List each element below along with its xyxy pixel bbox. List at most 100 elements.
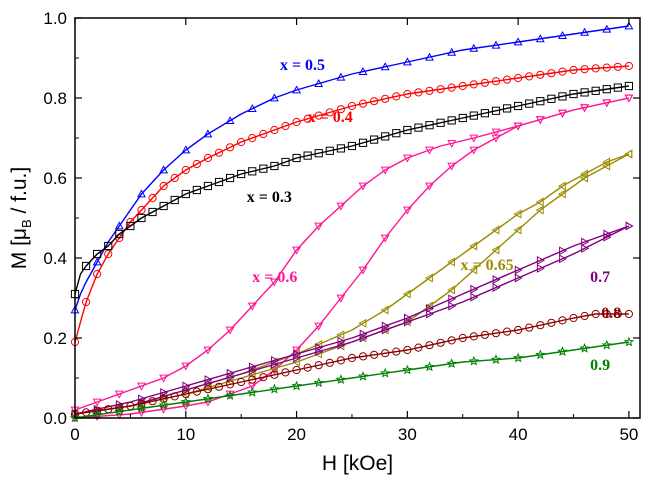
- data-point: [591, 64, 600, 73]
- x-tick-label: 30: [398, 425, 417, 444]
- data-point: [336, 330, 345, 340]
- data-point: [547, 94, 556, 103]
- data-point: [292, 153, 301, 163]
- data-point: [203, 385, 213, 394]
- data-point: [424, 361, 435, 372]
- data-point: [293, 353, 302, 363]
- data-point: [404, 317, 413, 327]
- data-point: [336, 202, 346, 211]
- data-point: [292, 365, 301, 375]
- data-point: [203, 346, 213, 355]
- data-point: [547, 318, 556, 327]
- data-point: [558, 67, 567, 76]
- data-point: [370, 97, 379, 106]
- data-point: [535, 349, 546, 360]
- data-point: [358, 182, 368, 191]
- data-point: [225, 116, 235, 124]
- data-point: [158, 399, 169, 410]
- data-point: [292, 246, 302, 255]
- data-point: [281, 368, 290, 377]
- data-point: [469, 43, 479, 52]
- data-point: [448, 301, 457, 311]
- data-point: [581, 237, 590, 247]
- y-axis-title: M [μB / f.u.]: [8, 167, 34, 269]
- data-point: [491, 225, 500, 235]
- data-point: [581, 243, 590, 253]
- data-point: [381, 132, 390, 141]
- series-line: [74, 225, 630, 415]
- data-point: [603, 232, 612, 242]
- data-point: [447, 336, 456, 345]
- data-point: [381, 325, 390, 335]
- x-tick-label: 0: [70, 425, 79, 444]
- data-point: [358, 352, 368, 361]
- series-line: [74, 65, 629, 343]
- series-label: x = 0.5: [280, 57, 325, 74]
- data-point: [602, 161, 611, 171]
- data-point: [425, 182, 434, 191]
- data-point: [247, 386, 258, 397]
- data-point: [514, 265, 523, 275]
- data-point: [357, 370, 369, 381]
- data-point: [292, 117, 301, 127]
- data-point: [402, 289, 411, 299]
- data-point: [525, 99, 534, 108]
- data-point: [137, 409, 146, 418]
- data-point: [370, 350, 379, 359]
- data-point: [502, 327, 512, 336]
- data-point: [392, 129, 401, 138]
- data-point: [569, 313, 578, 323]
- data-point: [137, 189, 146, 198]
- data-point: [269, 278, 279, 287]
- data-point: [170, 173, 179, 183]
- data-point: [181, 189, 190, 199]
- data-point: [490, 354, 502, 364]
- data-point: [426, 309, 435, 319]
- data-point: [314, 361, 323, 370]
- data-point: [458, 81, 467, 91]
- data-point: [92, 257, 102, 266]
- data-point: [248, 167, 257, 176]
- data-point: [513, 37, 523, 46]
- data-point: [469, 332, 478, 341]
- data-point: [425, 52, 434, 61]
- series-x0-5: [70, 21, 634, 314]
- series-label: 0.9: [590, 357, 610, 374]
- data-point: [314, 149, 323, 158]
- data-point: [602, 99, 612, 108]
- data-point: [292, 346, 302, 355]
- data-point: [512, 352, 524, 363]
- data-point: [104, 241, 113, 251]
- data-point: [314, 111, 323, 120]
- data-point: [336, 294, 346, 303]
- data-point: [192, 185, 201, 195]
- data-point: [458, 113, 467, 123]
- axis-ticks: 0 10 20 30 40 50 0.0 0.2 0.4 0.6 0.8 1.0: [43, 9, 640, 444]
- y-tick-label: 0.0: [43, 409, 67, 428]
- series-line: [74, 313, 629, 415]
- x-tick-label: 20: [287, 425, 306, 444]
- data-point: [259, 129, 268, 139]
- x-tick-label: 40: [509, 425, 528, 444]
- data-point: [536, 255, 545, 265]
- data-point: [536, 70, 545, 79]
- data-point: [414, 343, 423, 352]
- data-point: [491, 128, 501, 137]
- y-axis-title-main: M [μ: [8, 228, 31, 269]
- data-point: [81, 297, 91, 307]
- data-point: [469, 241, 478, 251]
- data-point: [269, 383, 280, 394]
- y-axis-title-sub: B: [19, 219, 34, 228]
- data-point: [458, 333, 467, 343]
- data-point: [137, 399, 146, 408]
- data-point: [315, 347, 324, 357]
- data-point: [525, 72, 534, 81]
- data-point: [358, 66, 368, 75]
- data-point: [436, 118, 445, 127]
- series-0-9: [69, 336, 635, 423]
- data-point: [491, 245, 500, 255]
- data-point: [491, 106, 501, 115]
- data-point: [613, 62, 622, 71]
- data-point: [192, 159, 201, 169]
- data-point: [492, 275, 501, 285]
